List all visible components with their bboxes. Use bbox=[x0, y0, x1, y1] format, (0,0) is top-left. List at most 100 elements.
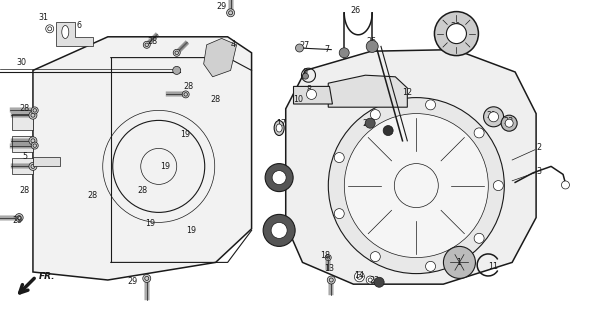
Text: 31: 31 bbox=[38, 13, 48, 22]
Text: 19: 19 bbox=[160, 162, 170, 171]
Polygon shape bbox=[12, 158, 33, 174]
Text: 15: 15 bbox=[277, 226, 286, 235]
Circle shape bbox=[226, 9, 235, 17]
Text: 26: 26 bbox=[351, 6, 361, 15]
Circle shape bbox=[355, 272, 364, 282]
Circle shape bbox=[383, 125, 393, 136]
Text: 22: 22 bbox=[383, 127, 394, 136]
Circle shape bbox=[489, 112, 498, 122]
Text: 5: 5 bbox=[23, 152, 28, 161]
Circle shape bbox=[561, 181, 570, 189]
Text: FR.: FR. bbox=[39, 272, 56, 281]
Text: 8: 8 bbox=[307, 85, 311, 94]
Circle shape bbox=[143, 274, 151, 282]
Circle shape bbox=[334, 209, 344, 219]
Circle shape bbox=[29, 163, 37, 170]
Circle shape bbox=[29, 111, 37, 119]
Ellipse shape bbox=[62, 26, 69, 38]
Text: 28: 28 bbox=[19, 186, 29, 195]
Text: 20: 20 bbox=[450, 22, 460, 31]
Text: 22: 22 bbox=[369, 276, 380, 285]
Circle shape bbox=[143, 41, 150, 48]
Text: 10: 10 bbox=[294, 95, 303, 104]
Polygon shape bbox=[12, 114, 33, 130]
Polygon shape bbox=[294, 86, 332, 104]
Polygon shape bbox=[204, 38, 237, 77]
Circle shape bbox=[271, 222, 287, 238]
Circle shape bbox=[307, 89, 316, 100]
Text: 17: 17 bbox=[277, 119, 286, 128]
Circle shape bbox=[425, 261, 435, 271]
Circle shape bbox=[370, 109, 380, 120]
Text: 29: 29 bbox=[13, 216, 23, 225]
Circle shape bbox=[295, 44, 304, 52]
Circle shape bbox=[366, 276, 374, 284]
Circle shape bbox=[443, 246, 476, 278]
Circle shape bbox=[446, 24, 467, 44]
Text: 19: 19 bbox=[145, 220, 155, 228]
Polygon shape bbox=[12, 136, 33, 152]
Text: 4: 4 bbox=[231, 40, 236, 49]
Text: 16: 16 bbox=[277, 173, 286, 182]
Circle shape bbox=[474, 128, 484, 138]
Circle shape bbox=[272, 171, 286, 185]
Circle shape bbox=[365, 118, 375, 128]
Polygon shape bbox=[33, 37, 252, 280]
Circle shape bbox=[31, 107, 38, 114]
Text: 30: 30 bbox=[16, 58, 26, 67]
Circle shape bbox=[182, 91, 189, 98]
Text: 24: 24 bbox=[363, 119, 373, 128]
Circle shape bbox=[46, 25, 54, 33]
Text: 1: 1 bbox=[456, 258, 461, 267]
Circle shape bbox=[339, 48, 349, 58]
Ellipse shape bbox=[274, 121, 284, 135]
Text: 7: 7 bbox=[325, 45, 329, 54]
Text: 29: 29 bbox=[128, 277, 138, 286]
Circle shape bbox=[425, 100, 435, 110]
Circle shape bbox=[344, 114, 488, 258]
Circle shape bbox=[31, 142, 38, 149]
Text: 23: 23 bbox=[503, 117, 513, 126]
Text: 14: 14 bbox=[355, 271, 364, 280]
Ellipse shape bbox=[276, 124, 282, 132]
Circle shape bbox=[483, 107, 504, 127]
Circle shape bbox=[374, 277, 384, 287]
Circle shape bbox=[334, 153, 344, 163]
Text: 27: 27 bbox=[300, 41, 310, 50]
Text: 28: 28 bbox=[184, 82, 193, 91]
Text: 28: 28 bbox=[148, 37, 158, 46]
Text: 19: 19 bbox=[187, 226, 196, 235]
Circle shape bbox=[29, 137, 37, 145]
Text: 2: 2 bbox=[537, 143, 541, 152]
Polygon shape bbox=[286, 50, 536, 284]
Text: 21: 21 bbox=[486, 111, 496, 120]
Circle shape bbox=[173, 66, 181, 74]
Circle shape bbox=[474, 233, 484, 243]
Text: 6: 6 bbox=[77, 21, 81, 30]
Text: 29: 29 bbox=[216, 2, 227, 11]
Circle shape bbox=[370, 252, 380, 262]
Circle shape bbox=[15, 214, 23, 222]
Circle shape bbox=[328, 98, 504, 274]
Circle shape bbox=[263, 214, 295, 246]
Polygon shape bbox=[56, 22, 93, 46]
Circle shape bbox=[302, 73, 308, 79]
Text: 18: 18 bbox=[320, 251, 329, 260]
Text: 13: 13 bbox=[325, 264, 334, 273]
Circle shape bbox=[505, 119, 513, 127]
Circle shape bbox=[494, 180, 503, 191]
Text: 3: 3 bbox=[537, 167, 541, 176]
Polygon shape bbox=[328, 75, 407, 107]
Text: 28: 28 bbox=[211, 95, 220, 104]
Circle shape bbox=[265, 164, 293, 192]
Circle shape bbox=[325, 255, 331, 260]
Text: 12: 12 bbox=[403, 88, 412, 97]
Text: 11: 11 bbox=[488, 262, 498, 271]
Text: 28: 28 bbox=[19, 104, 29, 113]
Text: 28: 28 bbox=[138, 186, 147, 195]
Text: 28: 28 bbox=[88, 191, 98, 200]
Text: 25: 25 bbox=[366, 37, 377, 46]
Polygon shape bbox=[33, 157, 60, 166]
Circle shape bbox=[327, 276, 335, 284]
Circle shape bbox=[434, 12, 479, 56]
